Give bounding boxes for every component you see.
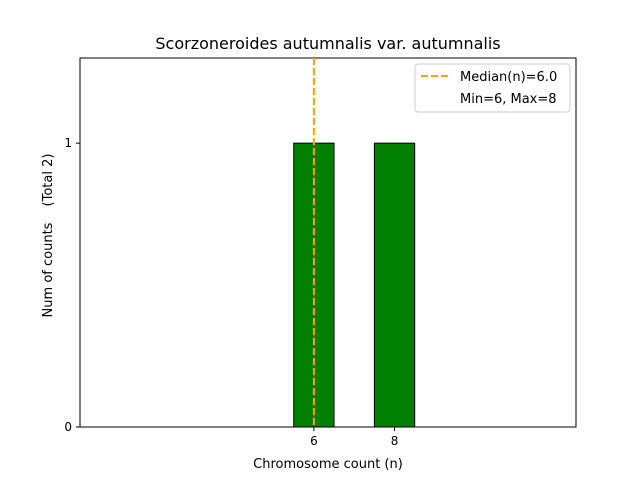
legend-box xyxy=(414,63,571,113)
x-tick-label-6: 6 xyxy=(310,434,318,448)
chart-marks xyxy=(112,58,556,428)
axis-ticks: 6 8 0 1 xyxy=(64,136,398,448)
bar-8 xyxy=(373,142,416,428)
chart-title: Scorzoneroides autumnalis var. autumnali… xyxy=(155,34,500,53)
y-tick-label-1: 1 xyxy=(64,136,72,150)
legend-min-max-label: Min=6, Max=8 xyxy=(460,92,557,107)
y-axis-total-label: (Total 2) xyxy=(41,154,56,207)
x-tick-label-8: 8 xyxy=(391,434,399,448)
y-axis-label: Num of counts xyxy=(41,222,56,317)
x-axis-label: Chromosome count (n) xyxy=(253,457,403,472)
y-tick-label-0: 0 xyxy=(64,420,72,434)
legend-median-label: Median(n)=6.0 xyxy=(460,70,557,85)
legend: Median(n)=6.0 Min=6, Max=8 xyxy=(414,63,571,113)
